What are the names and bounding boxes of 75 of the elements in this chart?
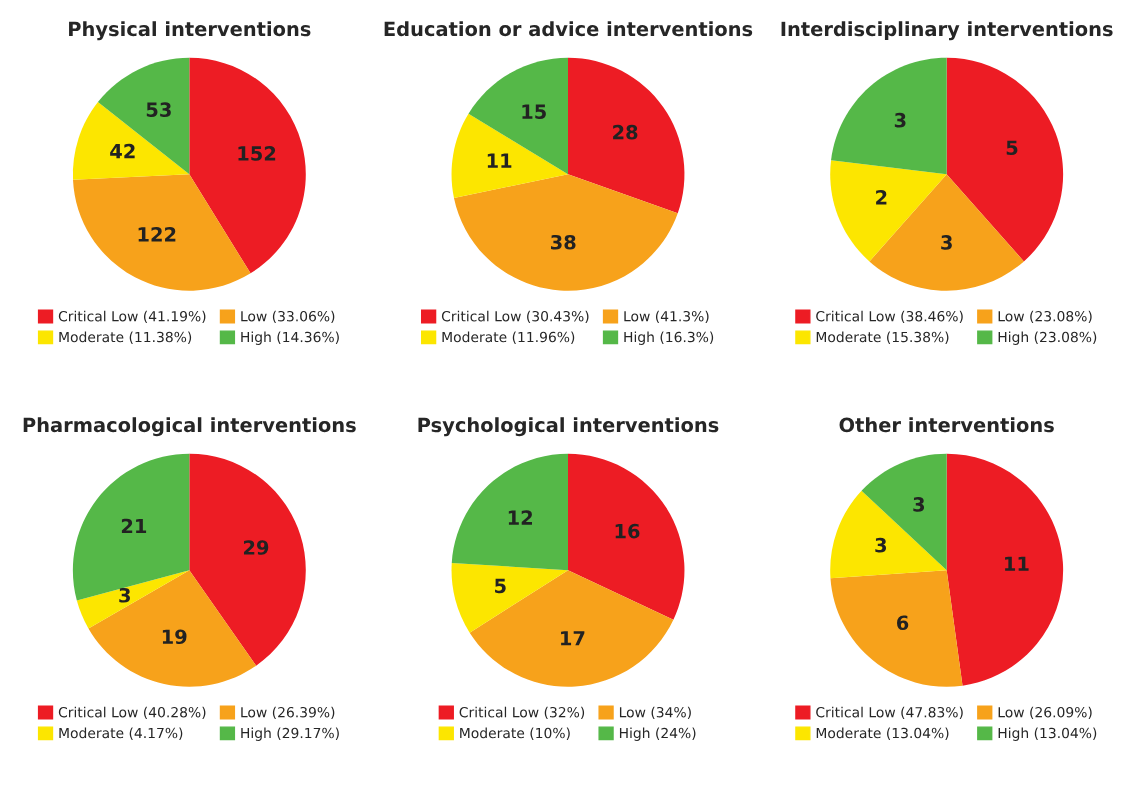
data-label: 11 <box>487 153 512 168</box>
data-label: 11 <box>1005 556 1029 571</box>
data-label: 2 <box>876 189 887 205</box>
legend-label: High (14.36%) <box>241 331 339 345</box>
pie-slice <box>88 570 257 687</box>
data-label: 12 <box>508 510 532 525</box>
chart-title: Psychological interventions <box>418 417 719 437</box>
data-label: 21 <box>121 518 147 534</box>
data-label: 15 <box>522 104 546 119</box>
pie-slice <box>72 102 190 180</box>
legend-label: High (13.04%) <box>998 727 1097 741</box>
pie-slice <box>468 57 568 175</box>
pie-slice <box>568 453 685 620</box>
legend-label: High (16.3%) <box>624 331 714 345</box>
chart-title: Physical interventions <box>69 21 311 41</box>
chart-title: Education or advice interventions <box>384 21 753 37</box>
data-label: 53 <box>146 102 171 117</box>
pie-slice <box>469 570 674 687</box>
pie-slice <box>453 174 678 291</box>
legend-label: Low (34%) <box>619 706 691 720</box>
chart-title: Other interventions <box>839 417 1054 433</box>
legend-label: Critical Low (47.83%) <box>816 706 963 720</box>
legend-label: Critical Low (30.43%) <box>441 310 589 324</box>
legend-label: Low (41.3%) <box>624 310 709 324</box>
pie-slice <box>76 570 190 629</box>
data-label: 122 <box>138 226 176 242</box>
pie-slice <box>189 57 306 274</box>
pie-slice <box>451 562 568 633</box>
data-label: 16 <box>615 523 640 539</box>
data-label: 5 <box>1006 140 1018 156</box>
pie-slice <box>97 57 190 175</box>
legend-label: Critical Low (40.28%) <box>58 706 206 720</box>
data-label: 3 <box>941 235 952 250</box>
pie-slice <box>946 453 1064 686</box>
data-label: 152 <box>238 146 276 161</box>
data-label: 6 <box>897 615 909 631</box>
legend-label: Moderate (15.38%) <box>816 331 949 344</box>
data-label: 3 <box>119 587 130 603</box>
legend-label: High (29.17%) <box>241 727 339 741</box>
legend-label: Low (33.06%) <box>241 310 335 324</box>
pie-slice <box>831 57 947 175</box>
data-label: 3 <box>913 497 925 512</box>
pie-slice <box>568 57 685 214</box>
legend-label: Critical Low (32%) <box>459 706 585 720</box>
pie-slice <box>830 490 947 579</box>
data-label: 5 <box>495 578 506 594</box>
legend-label: High (23.08%) <box>998 331 1097 345</box>
data-label: 17 <box>561 631 585 646</box>
legend-label: Low (26.09%) <box>998 706 1092 720</box>
legend-label: Low (26.39%) <box>241 706 335 720</box>
pie-slice <box>189 453 306 666</box>
data-label: 38 <box>551 234 576 250</box>
legend-label: Moderate (10%) <box>460 727 570 740</box>
pie-slice <box>451 453 568 571</box>
legend-label: Moderate (4.17%) <box>59 727 183 740</box>
data-label: 42 <box>110 143 135 159</box>
legend-label: Critical Low (38.46%) <box>816 310 963 324</box>
data-label: 3 <box>875 537 887 553</box>
legend-label: Critical Low (41.19%) <box>58 310 206 324</box>
data-label: 29 <box>243 540 269 555</box>
chart-title: Pharmacological interventions <box>23 417 356 437</box>
pie-slice <box>830 570 963 687</box>
data-label: 19 <box>162 629 187 645</box>
data-label: 28 <box>613 124 638 140</box>
pie-slice <box>72 453 190 601</box>
pie-slice <box>861 453 947 571</box>
data-label: 3 <box>894 112 906 128</box>
legend-label: Low (23.08%) <box>998 310 1092 324</box>
legend-label: Moderate (11.38%) <box>59 331 192 344</box>
pie-slice <box>72 174 251 291</box>
legend-label: High (24%) <box>619 727 696 741</box>
legend-label: Moderate (13.04%) <box>816 727 949 740</box>
chart-title: Interdisciplinary interventions <box>781 21 1113 41</box>
pie-slice <box>869 174 1024 291</box>
legend-label: Moderate (11.96%) <box>442 331 575 344</box>
